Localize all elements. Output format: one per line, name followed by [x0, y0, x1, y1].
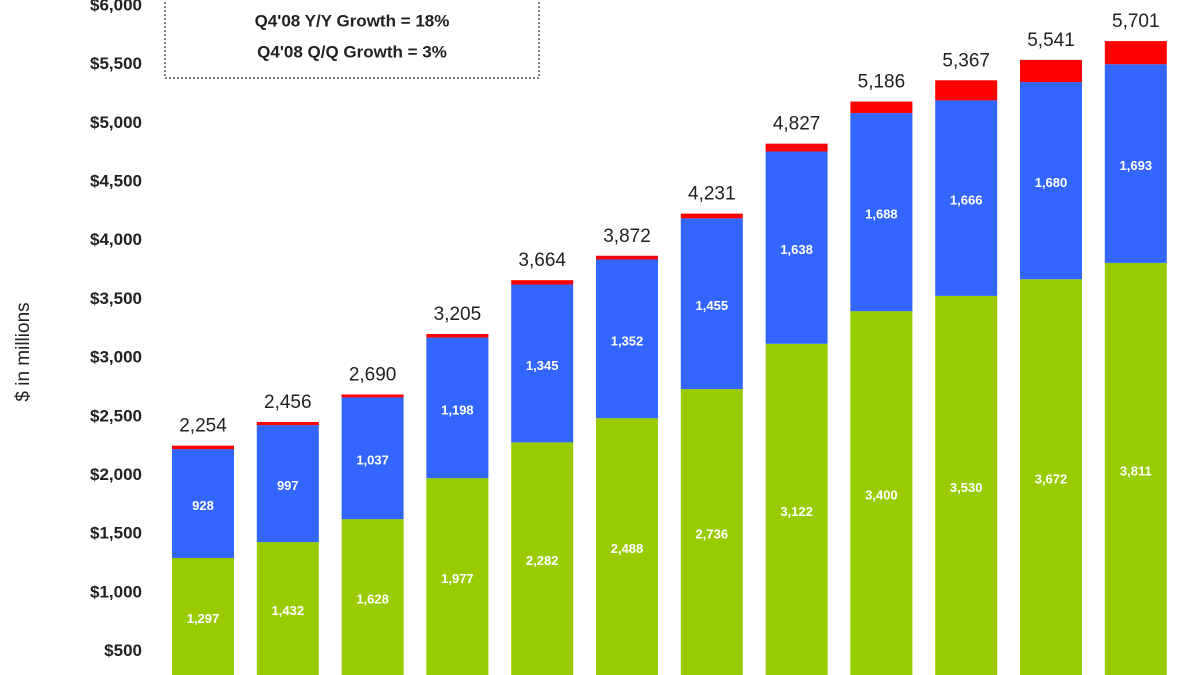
bar-segment	[765, 143, 828, 152]
total-label: 2,690	[349, 365, 397, 386]
y-tick-label: $2,500	[90, 406, 142, 425]
total-label: 5,541	[1027, 30, 1075, 51]
y-tick-label: $1,000	[90, 582, 142, 601]
bar-segment	[511, 442, 574, 675]
bar-segment	[1104, 41, 1167, 65]
annotation: Q4'08 Q/Q Growth = 3%	[257, 42, 447, 61]
value-label: 3,811	[1120, 463, 1152, 478]
value-label: 2,282	[526, 553, 559, 568]
value-label: 1,680	[1035, 175, 1068, 190]
total-label: 4,231	[688, 184, 736, 205]
bar-segment	[1020, 82, 1082, 280]
bar-segment	[596, 255, 658, 260]
value-label: 3,672	[1035, 472, 1068, 487]
total-label: 3,872	[603, 226, 651, 247]
value-label: 1,666	[950, 193, 983, 208]
value-label: 3,400	[865, 488, 898, 503]
total-label: 4,827	[773, 114, 821, 135]
bar-segment	[596, 418, 658, 675]
y-tick-label: $2,000	[90, 465, 142, 484]
bar-segment	[850, 101, 913, 114]
bar-segment	[341, 394, 404, 398]
bar-segment	[341, 397, 404, 520]
value-label: 1,198	[441, 402, 474, 417]
value-label: 3,122	[780, 504, 813, 519]
bar-segment	[172, 449, 234, 558]
bar-segment	[680, 389, 743, 675]
value-label: 1,977	[441, 571, 474, 586]
value-label: 928	[192, 498, 214, 513]
y-tick-label: $3,000	[90, 348, 142, 367]
y-tick-label: $500	[104, 641, 142, 660]
bar-segment	[680, 213, 743, 219]
total-label: 3,664	[518, 250, 566, 271]
bar-segment	[426, 478, 489, 675]
value-label: 1,432	[272, 603, 305, 618]
value-label: 1,455	[696, 298, 729, 313]
value-label: 3,530	[950, 480, 983, 495]
bar-segment	[256, 421, 319, 426]
bar-segment	[1104, 262, 1167, 675]
total-label: 5,367	[942, 50, 990, 71]
total-label: 3,205	[434, 304, 482, 325]
y-tick-label: $5,500	[90, 54, 142, 73]
bar-segment	[1020, 279, 1082, 675]
total-label: 5,701	[1112, 11, 1160, 32]
bar-segment	[680, 218, 743, 390]
y-tick-label: $5,000	[90, 113, 142, 132]
bar-segment	[341, 519, 404, 675]
bar-segment	[1020, 59, 1082, 83]
value-label: 1,345	[526, 358, 559, 373]
bar-segment	[256, 425, 319, 543]
bar-segment	[765, 151, 828, 344]
annotation: Q4'08 Y/Y Growth = 18%	[255, 11, 450, 30]
bar-segment	[172, 445, 234, 450]
bar-segment	[935, 295, 998, 675]
value-label: 1,037	[356, 453, 389, 468]
bar-segment	[1104, 64, 1167, 263]
value-label: 2,736	[696, 526, 729, 541]
bar-segment	[596, 259, 658, 419]
value-label: 2,488	[611, 541, 644, 556]
bar-segment	[426, 337, 489, 479]
bar-segment	[256, 542, 319, 675]
bar-segment	[511, 280, 574, 285]
bar-segment	[172, 557, 234, 675]
total-label: 2,254	[179, 416, 227, 437]
value-label: 1,352	[611, 333, 644, 348]
bar-segment	[426, 334, 489, 338]
bar-segment	[935, 80, 998, 101]
bar-segment	[765, 343, 828, 675]
bar-segment	[935, 100, 998, 296]
value-label: 1,628	[356, 592, 389, 607]
bar-segment	[850, 113, 913, 312]
value-label: 1,688	[865, 207, 898, 222]
value-label: 1,638	[780, 242, 813, 257]
total-label: 5,186	[858, 72, 906, 93]
bar-segment	[850, 311, 913, 675]
y-tick-label: $6,000	[90, 0, 142, 14]
y-tick-label: $1,500	[90, 524, 142, 543]
total-label: 2,456	[264, 392, 312, 413]
y-axis-label: $ in millions	[13, 302, 34, 401]
bar-segment	[511, 284, 574, 443]
value-label: 1,693	[1120, 158, 1153, 173]
value-label: 1,297	[187, 611, 220, 626]
y-tick-label: $3,500	[90, 289, 142, 308]
y-tick-label: $4,000	[90, 230, 142, 249]
y-tick-label: $4,500	[90, 172, 142, 191]
value-label: 997	[277, 478, 299, 493]
